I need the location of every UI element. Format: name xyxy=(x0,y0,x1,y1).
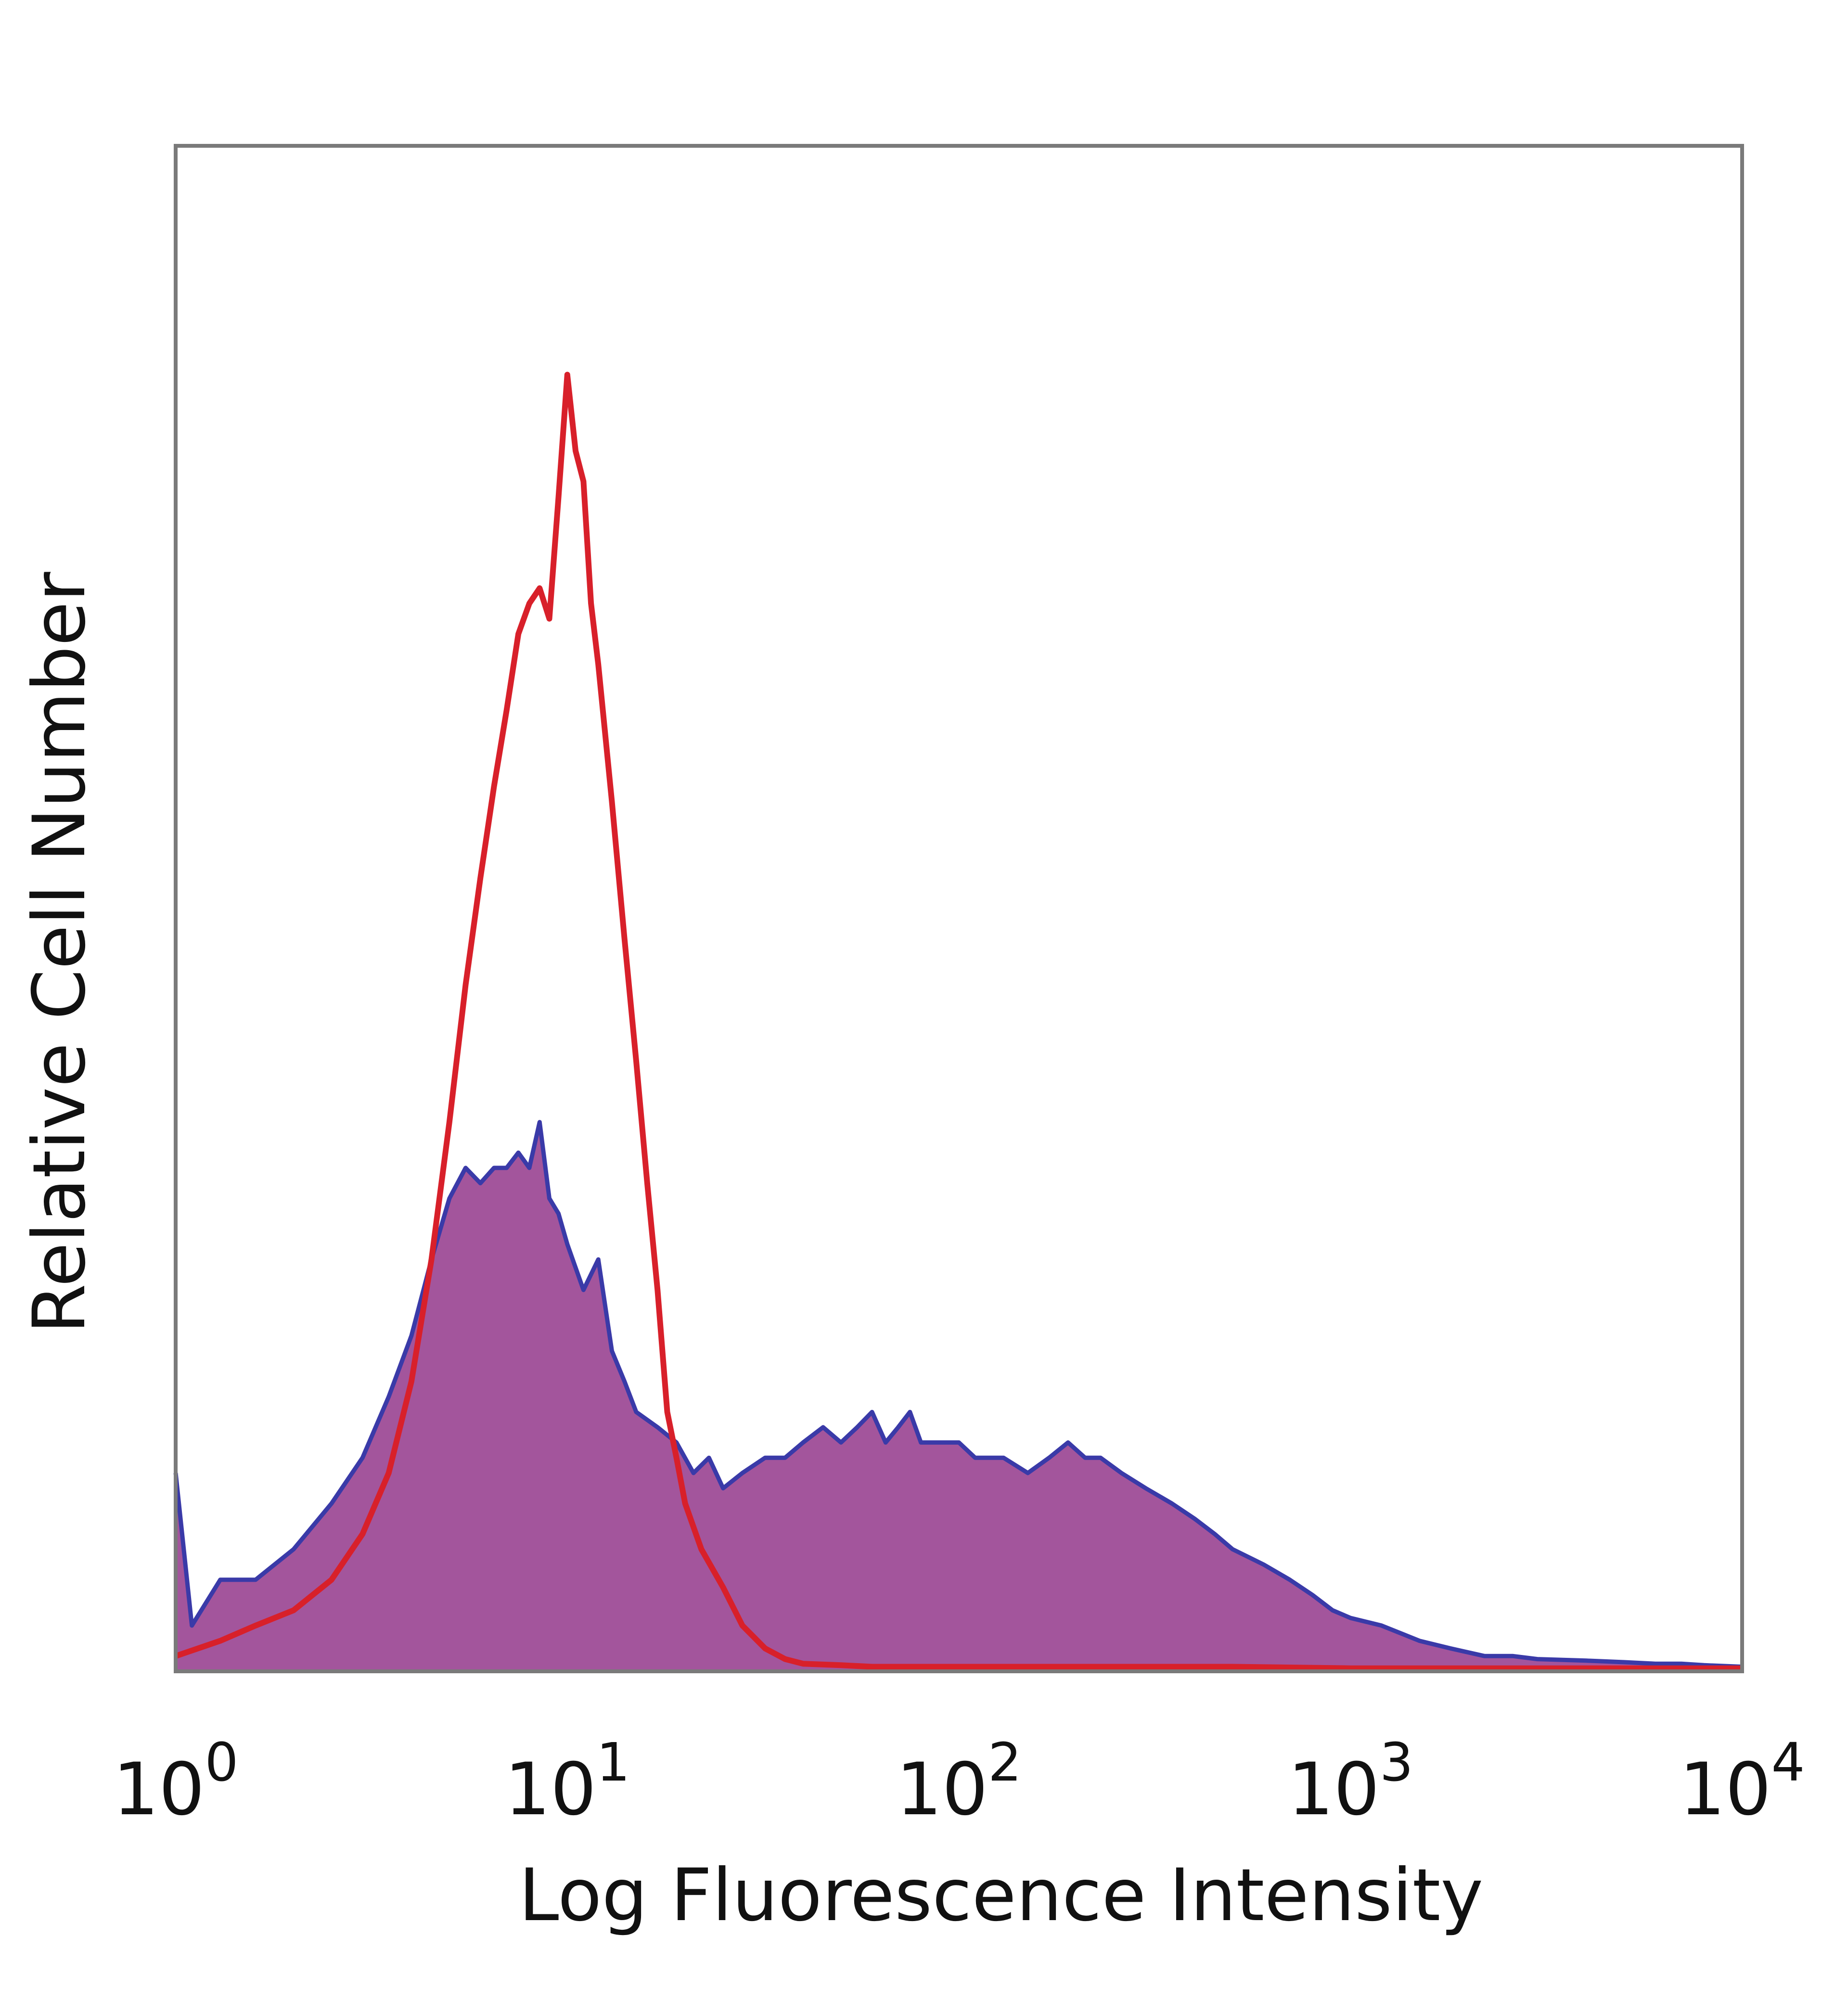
series-layer xyxy=(173,372,1743,1671)
series-2-line xyxy=(175,372,1742,1671)
y-axis-label: Relative Cell Number xyxy=(18,572,102,1334)
x-tick-label-0: 100 xyxy=(113,1731,239,1832)
plot-frame xyxy=(174,144,1744,1673)
series-1-fill xyxy=(176,1122,1742,1671)
x-tick-label-2: 102 xyxy=(896,1731,1022,1832)
series-1-line xyxy=(173,1120,1743,1669)
x-tick-label-1: 101 xyxy=(504,1731,630,1832)
x-axis-label: Log Fluorescence Intensity xyxy=(519,1854,1483,1937)
x-tick-label-4: 104 xyxy=(1680,1731,1805,1832)
x-tick-label-3: 103 xyxy=(1288,1731,1413,1832)
x-tick-labels: 100 101 102 103 104 xyxy=(113,1731,1805,1832)
